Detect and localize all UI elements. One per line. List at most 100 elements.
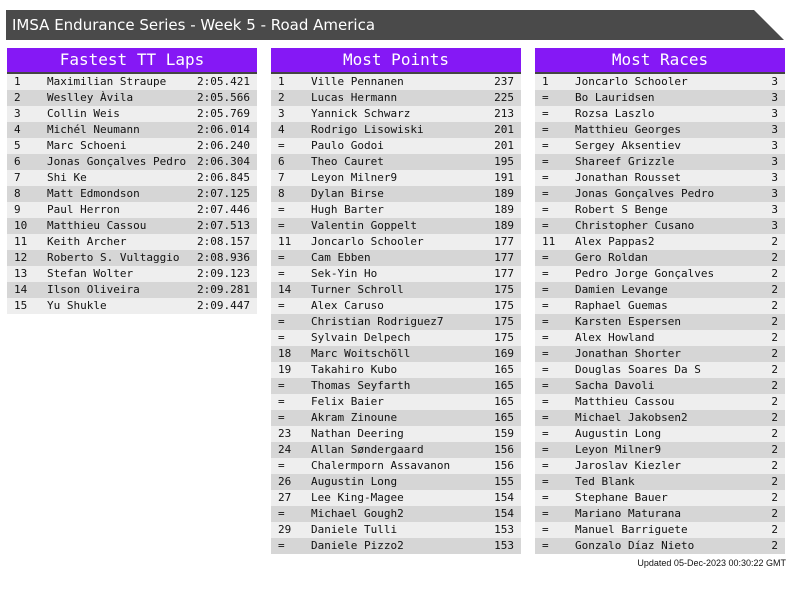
value: 2:05.421 (197, 75, 250, 88)
value: 175 (494, 283, 514, 296)
position: = (542, 379, 549, 392)
value: 2 (771, 475, 778, 488)
table-row: = Valentin Goppelt 189 (271, 218, 521, 234)
table-row: 10 Matthieu Cassou 2:07.513 (7, 218, 257, 234)
driver-name: Augustin Long (575, 427, 662, 440)
driver-name: Marc Woitschöll (311, 347, 411, 360)
driver-name: Robert S Benge (575, 203, 668, 216)
position: 2 (14, 91, 21, 104)
value: 2 (771, 283, 778, 296)
value: 2 (771, 379, 778, 392)
driver-name: Bo Lauridsen (575, 91, 655, 104)
position: 4 (14, 123, 21, 136)
driver-name: Ville Pennanen (311, 75, 404, 88)
value: 3 (771, 107, 778, 120)
driver-name: Sacha Davoli (575, 379, 655, 392)
value: 2:06.304 (197, 155, 250, 168)
value: 3 (771, 123, 778, 136)
driver-name: Theo Cauret (311, 155, 384, 168)
driver-name: Lucas Hermann (311, 91, 398, 104)
table-row: = Jonathan Rousset 3 (535, 170, 785, 186)
position: 11 (542, 235, 556, 248)
position: 1 (278, 75, 285, 88)
driver-name: Michael Gough2 (311, 507, 404, 520)
position: = (278, 539, 285, 552)
position: = (542, 539, 549, 552)
value: 165 (494, 379, 514, 392)
table-row: = Akram Zinoune 165 (271, 410, 521, 426)
position: = (542, 331, 549, 344)
driver-name: Turner Schroll (311, 283, 404, 296)
position: = (542, 315, 549, 328)
rows: 1 Ville Pennanen 237 2 Lucas Hermann 225 3 Yann… (271, 74, 521, 554)
driver-name: Valentin Goppelt (311, 219, 417, 232)
table-row: 8 Matt Edmondson 2:07.125 (7, 186, 257, 202)
driver-name: Thomas Seyfarth (311, 379, 411, 392)
value: 2 (771, 539, 778, 552)
driver-name: Shareef Grizzle (575, 155, 675, 168)
driver-name: Ted Blank (575, 475, 635, 488)
value: 2 (771, 395, 778, 408)
table-row: 4 Michél Neumann 2:06.014 (7, 122, 257, 138)
position: = (542, 459, 549, 472)
position: 7 (278, 171, 285, 184)
value: 155 (494, 475, 514, 488)
driver-name: Jonas Gonçalves Pedro (47, 155, 187, 168)
position: = (542, 91, 549, 104)
table-row: 29 Daniele Tulli 153 (271, 522, 521, 538)
position: = (278, 267, 285, 280)
table-row: = Sek-Yin Ho 177 (271, 266, 521, 282)
table-row: = Shareef Grizzle 3 (535, 154, 785, 170)
driver-name: Cam Ebben (311, 251, 371, 264)
panel-most-points: Most Points 1 Ville Pennanen 237 2 Lucas Her… (271, 48, 521, 554)
value: 2 (771, 251, 778, 264)
table-row: = Rozsa Laszlo 3 (535, 106, 785, 122)
value: 2:06.845 (197, 171, 250, 184)
driver-name: Jonathan Rousset (575, 171, 681, 184)
position: = (542, 363, 549, 376)
value: 165 (494, 363, 514, 376)
panel-fastest-laps: Fastest TT Laps 1 Maximilian Straupe 2:05.… (7, 48, 257, 314)
position: = (542, 283, 549, 296)
position: = (278, 459, 285, 472)
value: 156 (494, 443, 514, 456)
position: = (278, 251, 285, 264)
driver-name: Collin Weis (47, 107, 120, 120)
table-row: = Cam Ebben 177 (271, 250, 521, 266)
position: 6 (14, 155, 21, 168)
position: = (542, 107, 549, 120)
position: = (542, 267, 549, 280)
position: = (542, 203, 549, 216)
table-row: = Manuel Barriguete 2 (535, 522, 785, 538)
value: 3 (771, 75, 778, 88)
driver-name: Matthieu Georges (575, 123, 681, 136)
driver-name: Daniele Tulli (311, 523, 398, 536)
position: 8 (278, 187, 285, 200)
value: 2 (771, 315, 778, 328)
value: 154 (494, 491, 514, 504)
position: = (542, 395, 549, 408)
table-row: 4 Rodrigo Lisowiski 201 (271, 122, 521, 138)
value: 237 (494, 75, 514, 88)
value: 2:07.513 (197, 219, 250, 232)
table-row: = Gero Roldan 2 (535, 250, 785, 266)
table-row: 15 Yu Shukle 2:09.447 (7, 298, 257, 314)
value: 2:08.936 (197, 251, 250, 264)
value: 175 (494, 331, 514, 344)
position: 4 (278, 123, 285, 136)
table-row: = Alex Howland 2 (535, 330, 785, 346)
position: = (542, 443, 549, 456)
value: 2 (771, 427, 778, 440)
driver-name: Pedro Jorge Gonçalves (575, 267, 715, 280)
position: 19 (278, 363, 292, 376)
value: 2:05.769 (197, 107, 250, 120)
value: 153 (494, 539, 514, 552)
position: 15 (14, 299, 28, 312)
driver-name: Keith Archer (47, 235, 127, 248)
driver-name: Michael Jakobsen2 (575, 411, 688, 424)
driver-name: Rozsa Laszlo (575, 107, 655, 120)
value: 177 (494, 267, 514, 280)
driver-name: Manuel Barriguete (575, 523, 688, 536)
table-row: 3 Yannick Schwarz 213 (271, 106, 521, 122)
position: 10 (14, 219, 28, 232)
